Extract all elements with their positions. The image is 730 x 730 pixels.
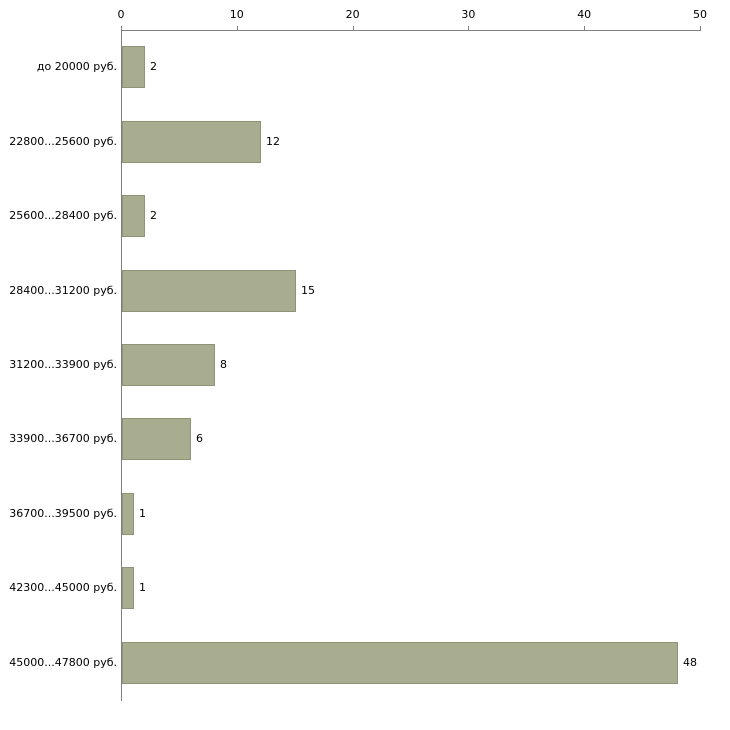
x-axis-tick-mark <box>352 26 354 30</box>
x-axis-tick-label: 30 <box>461 8 476 21</box>
y-axis-category-label: 28400...31200 руб. <box>9 283 117 297</box>
bar-6 <box>122 493 134 535</box>
bar-value-label: 1 <box>139 506 146 520</box>
bar-value-label: 48 <box>683 655 697 669</box>
bar-3 <box>122 270 296 312</box>
x-axis-tick-label: 10 <box>229 8 244 21</box>
x-axis-tick-mark <box>236 26 238 30</box>
x-axis-tick-mark <box>121 26 122 30</box>
y-axis-category-label: 31200...33900 руб. <box>9 358 117 371</box>
x-axis-tick-mark <box>700 26 701 30</box>
y-axis-category-label: 33900...36700 руб. <box>9 432 117 446</box>
x-axis-tick-label: 20 <box>345 8 360 21</box>
plot-area <box>121 30 701 701</box>
y-axis-category-label: 25600...28400 руб. <box>9 209 117 223</box>
bar-value-label: 12 <box>266 134 280 148</box>
bar-value-label: 2 <box>150 209 157 223</box>
y-axis-category-label: 45000...47800 руб. <box>9 655 117 669</box>
bar-0 <box>122 46 145 88</box>
x-axis-tick-mark <box>584 26 586 30</box>
x-axis-tick-mark <box>468 26 470 30</box>
bar-5 <box>122 418 191 460</box>
bar-value-label: 6 <box>196 432 203 446</box>
bar-value-label: 1 <box>139 581 146 595</box>
y-axis-category-label: 42300...45000 руб. <box>9 581 117 595</box>
x-axis-tick-label: 50 <box>693 8 707 21</box>
y-axis-category-label: 36700...39500 руб. <box>9 506 117 520</box>
bar-1 <box>122 121 261 163</box>
bar-7 <box>122 567 134 609</box>
bar-value-label: 2 <box>150 60 157 74</box>
bar-8 <box>122 642 678 684</box>
bar-value-label: 15 <box>301 283 315 297</box>
x-axis-tick-label: 0 <box>117 8 125 21</box>
y-axis-category-label: до 20000 руб. <box>36 60 117 74</box>
y-axis-category-label: 22800...25600 руб. <box>9 134 117 148</box>
bar-4 <box>122 344 215 386</box>
bar-2 <box>122 195 145 237</box>
bar-value-label: 8 <box>220 358 227 371</box>
x-axis-tick-label: 40 <box>577 8 592 21</box>
